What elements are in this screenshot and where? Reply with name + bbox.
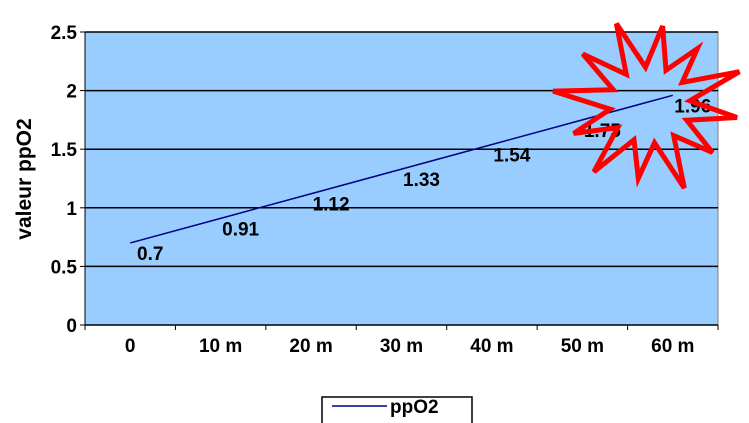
x-tick-label: 0 [125, 336, 136, 357]
data-label: 1.54 [493, 146, 530, 167]
starburst-highlight [552, 22, 741, 190]
y-axis-title: valeur ppO2 [13, 118, 36, 239]
x-tick-label: 30 m [380, 336, 423, 357]
y-tick-label: 1.5 [51, 140, 78, 161]
plot-area [84, 31, 719, 326]
axes [80, 31, 719, 330]
legend-box [321, 396, 473, 423]
x-tick-label: 20 m [289, 336, 332, 357]
series-line-ppo2 [130, 94, 673, 244]
x-tick-label: 60 m [651, 336, 694, 357]
y-tick-label: 0 [66, 316, 77, 337]
x-tick-label: 10 m [199, 336, 242, 357]
y-tick-label: 0.5 [51, 257, 78, 278]
data-label: 1.12 [313, 195, 350, 216]
data-label: 0.7 [137, 244, 163, 265]
legend-label-ppo2: ppO2 [390, 397, 439, 418]
legend: ppO2 [321, 396, 473, 423]
x-tick-label: 50 m [561, 336, 604, 357]
tick-labels: 0 0.5 1 1.5 2 2.5 0 10 m 20 m 30 m 40 m 50 m 60 m [51, 23, 695, 357]
y-tick-label: 1 [66, 199, 77, 220]
data-label: 1.96 [674, 96, 711, 117]
y-tick-label: 2 [66, 82, 77, 103]
x-tick-label: 40 m [470, 336, 513, 357]
data-label: 0.91 [222, 219, 259, 240]
data-label: 1.33 [403, 170, 440, 191]
y-tick-label: 2.5 [51, 23, 78, 44]
